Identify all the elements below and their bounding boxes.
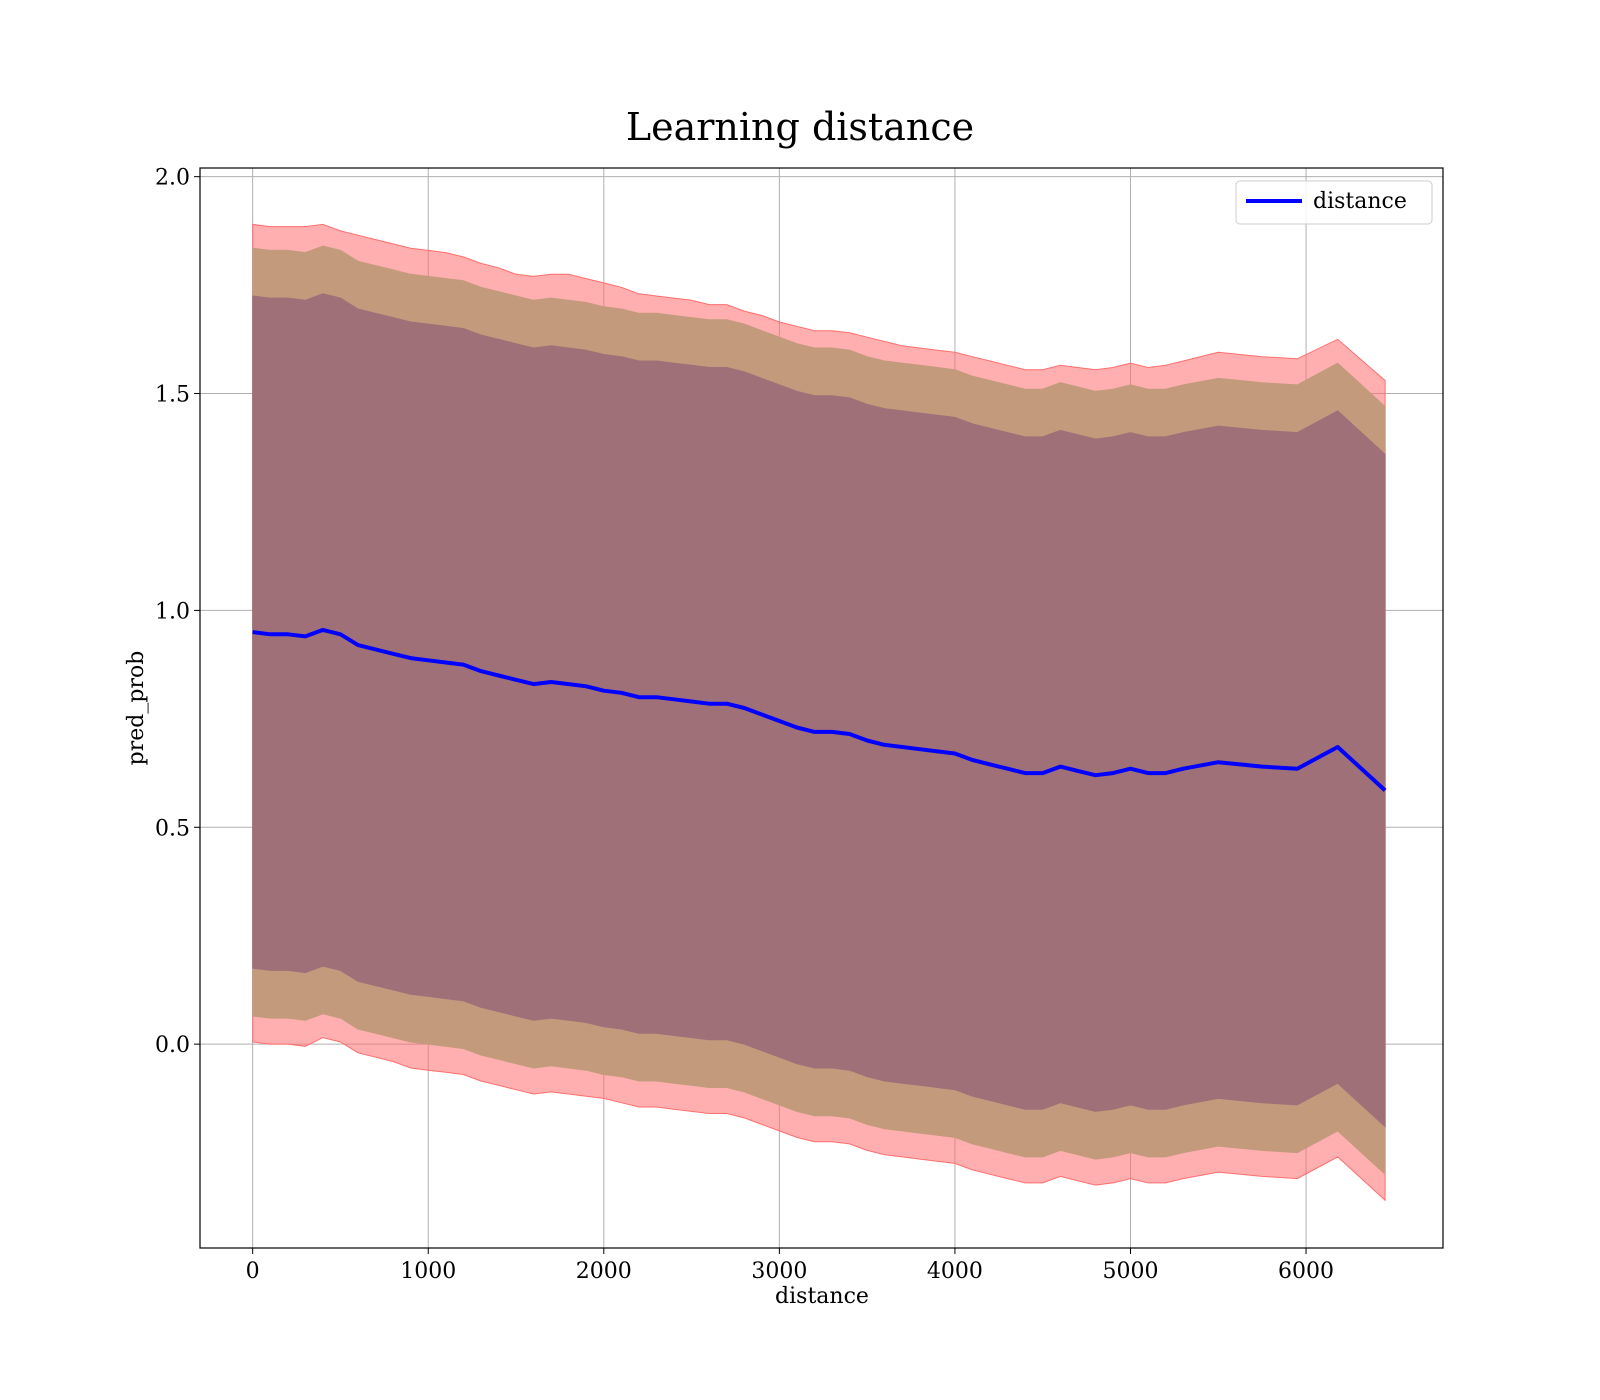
series-line-distance xyxy=(252,627,1387,792)
x-axis-label: distance xyxy=(775,1284,869,1309)
x-tick-label: 0 xyxy=(246,1259,260,1284)
legend-box xyxy=(1235,180,1433,225)
band-inner xyxy=(252,293,1386,1128)
plot-frame xyxy=(199,167,1444,1249)
x-tick-label: 6000 xyxy=(1278,1259,1334,1284)
line-layer xyxy=(252,627,1387,792)
bands xyxy=(252,223,1386,1202)
x-tick-label: 3000 xyxy=(751,1259,807,1284)
legend-label: distance xyxy=(1313,189,1407,214)
x-tick-label: 1000 xyxy=(400,1259,456,1284)
chart-title: Learning distance xyxy=(626,105,974,149)
y-tick-label: 0.0 xyxy=(155,1033,190,1058)
y-tick-label: 0.5 xyxy=(155,816,190,841)
ticks: 0 1000 2000 3000 4000 5000 6000 0.0 0.5 1.0 1.5 2.0 xyxy=(155,166,1334,1284)
y-tick-label: 1.0 xyxy=(155,599,190,624)
y-tick-label: 2.0 xyxy=(155,166,190,191)
x-tick-label: 2000 xyxy=(576,1259,632,1284)
x-tick-label: 5000 xyxy=(1102,1259,1158,1284)
y-tick-label: 1.5 xyxy=(155,383,190,408)
legend: distance xyxy=(1235,180,1433,225)
y-axis-label: pred_prob xyxy=(124,651,149,766)
x-tick-label: 4000 xyxy=(927,1259,983,1284)
